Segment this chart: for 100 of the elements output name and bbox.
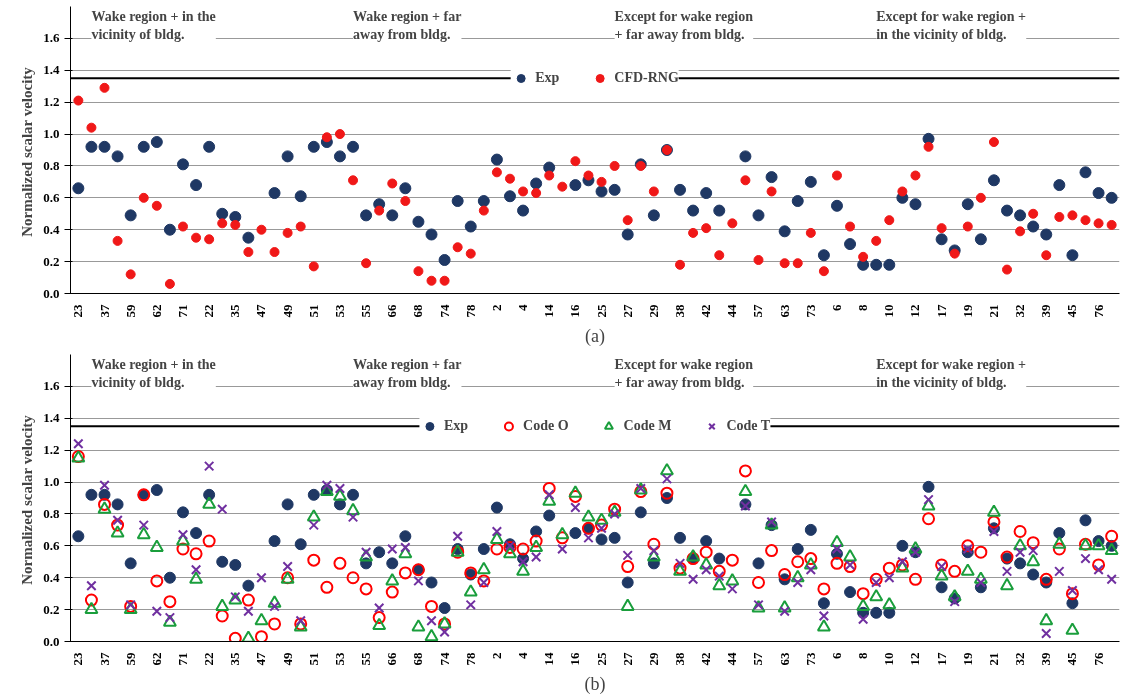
annotation: Except for wake region + far away from bldg.	[614, 356, 754, 390]
x-tick-label: 12	[907, 652, 923, 666]
x-tick-label: 2	[488, 652, 504, 659]
x-tick-label: 59	[122, 304, 138, 318]
x-tick-label: 62	[148, 652, 164, 666]
y-tick-label: 0.2	[43, 253, 60, 269]
x-tick-label: 39	[1038, 304, 1054, 318]
annotation: Except for wake region + far away from bldg.	[614, 8, 754, 42]
x-tick-label: 4	[515, 652, 531, 659]
x-tick-label: 10	[881, 304, 897, 318]
x-tick-label: 49	[279, 652, 295, 666]
y-tick-label: 0.0	[43, 633, 60, 649]
legend-label: CFD-RNG	[614, 70, 679, 86]
y-axis-title: Normalized scalar velocity	[19, 66, 36, 237]
annotation: Except for wake region + in the vicinity of bldg.	[876, 356, 1027, 390]
x-tick-label: 68	[410, 304, 426, 318]
legend-label: Exp	[443, 418, 469, 434]
x-tick-label: 47	[253, 304, 269, 318]
x-tick-label: 68	[410, 652, 426, 666]
x-tick-label: 42	[698, 652, 714, 666]
x-tick-label: 35	[227, 652, 243, 666]
y-tick-label: 1.0	[43, 126, 60, 142]
x-tick-label: 16	[567, 304, 583, 318]
x-tick-label: 37	[96, 304, 112, 318]
x-tick-label: 19	[959, 652, 975, 666]
y-tick-label: 0.4	[43, 569, 60, 585]
x-tick-label: 27	[619, 304, 635, 318]
x-tick-label: 8	[855, 304, 871, 311]
text: (b)	[584, 673, 606, 695]
x-tick-label: 78	[462, 652, 478, 666]
x-tick-label: 17	[933, 652, 949, 666]
y-tick-label: 0.6	[43, 537, 60, 553]
x-tick-label: 25	[593, 652, 609, 666]
y-tick-label: 1.6	[43, 30, 60, 46]
x-tick-label: 45	[1064, 304, 1080, 318]
y-tick-label: 0.6	[43, 189, 60, 205]
y-tick-label: 0.2	[43, 601, 60, 617]
x-tick-label: 23	[70, 304, 86, 318]
x-tick-label: 71	[174, 304, 190, 318]
annotation: Wake region + in the vicinity of bldg.	[91, 356, 216, 390]
annotation: Wake region + in the vicinity of bldg.	[91, 8, 216, 42]
x-tick-label: 2	[488, 304, 504, 311]
y-tick-label: 1.2	[43, 94, 60, 110]
x-tick-label: 57	[750, 304, 766, 318]
x-tick-label: 29	[645, 652, 661, 666]
x-tick-label: 6	[828, 304, 844, 311]
y-tick-label: 0.8	[43, 505, 60, 521]
x-tick-label: 22	[201, 652, 217, 666]
x-tick-label: 74	[436, 304, 452, 318]
x-tick-label: 6	[828, 652, 844, 659]
x-tick-label: 76	[1090, 652, 1106, 666]
y-tick-label: 0.4	[43, 221, 60, 237]
x-tick-label: 63	[776, 652, 792, 666]
y-axis-title: Normalized scalar velocity	[19, 414, 36, 585]
legend-label: Code O	[523, 418, 569, 434]
annotation: Wake region + far away from bldg.	[353, 356, 462, 390]
legend-label: Exp	[535, 70, 560, 86]
x-tick-label: 78	[462, 304, 478, 318]
x-tick-label: 73	[802, 652, 818, 666]
x-tick-label: 49	[279, 304, 295, 318]
x-tick-label: 14	[541, 652, 557, 666]
x-tick-label: 57	[750, 652, 766, 666]
x-tick-label: 27	[619, 652, 635, 666]
x-tick-label: 73	[802, 304, 818, 318]
x-tick-label: 22	[201, 304, 217, 318]
x-tick-label: 10	[881, 652, 897, 666]
y-tick-label: 1.2	[43, 442, 60, 458]
x-tick-label: 39	[1038, 652, 1054, 666]
x-tick-label: 25	[593, 304, 609, 318]
x-tick-label: 53	[331, 652, 347, 666]
x-tick-label: 21	[985, 304, 1001, 318]
x-tick-label: 38	[672, 304, 688, 318]
x-tick-label: 29	[645, 304, 661, 318]
x-tick-label: 47	[253, 652, 269, 666]
x-tick-label: 14	[541, 304, 557, 318]
y-tick-label: 0.8	[43, 157, 60, 173]
x-tick-label: 59	[122, 652, 138, 666]
x-tick-label: 38	[672, 652, 688, 666]
x-tick-label: 4	[515, 304, 531, 311]
x-tick-label: 51	[305, 652, 321, 666]
x-tick-label: 74	[436, 652, 452, 666]
x-tick-label: 37	[96, 652, 112, 666]
y-tick-label: 1.4	[43, 62, 60, 78]
x-tick-label: 51	[305, 304, 321, 318]
x-tick-label: 35	[227, 304, 243, 318]
annotation: Except for wake region + in the vicinity of bldg.	[876, 8, 1027, 42]
x-tick-label: 8	[855, 652, 871, 659]
x-tick-label: 53	[331, 304, 347, 318]
y-tick-label: 1.4	[43, 410, 60, 426]
legend-label: Code T	[726, 418, 771, 434]
y-tick-label: 1.6	[43, 378, 60, 394]
x-tick-label: 44	[724, 652, 740, 666]
x-tick-label: 45	[1064, 652, 1080, 666]
x-tick-label: 16	[567, 652, 583, 666]
y-tick-label: 1.0	[43, 474, 60, 490]
x-tick-label: 23	[70, 652, 86, 666]
x-tick-label: 19	[959, 304, 975, 318]
x-tick-label: 17	[933, 304, 949, 318]
x-tick-label: 62	[148, 304, 164, 318]
legend-label: Code M	[623, 418, 672, 434]
